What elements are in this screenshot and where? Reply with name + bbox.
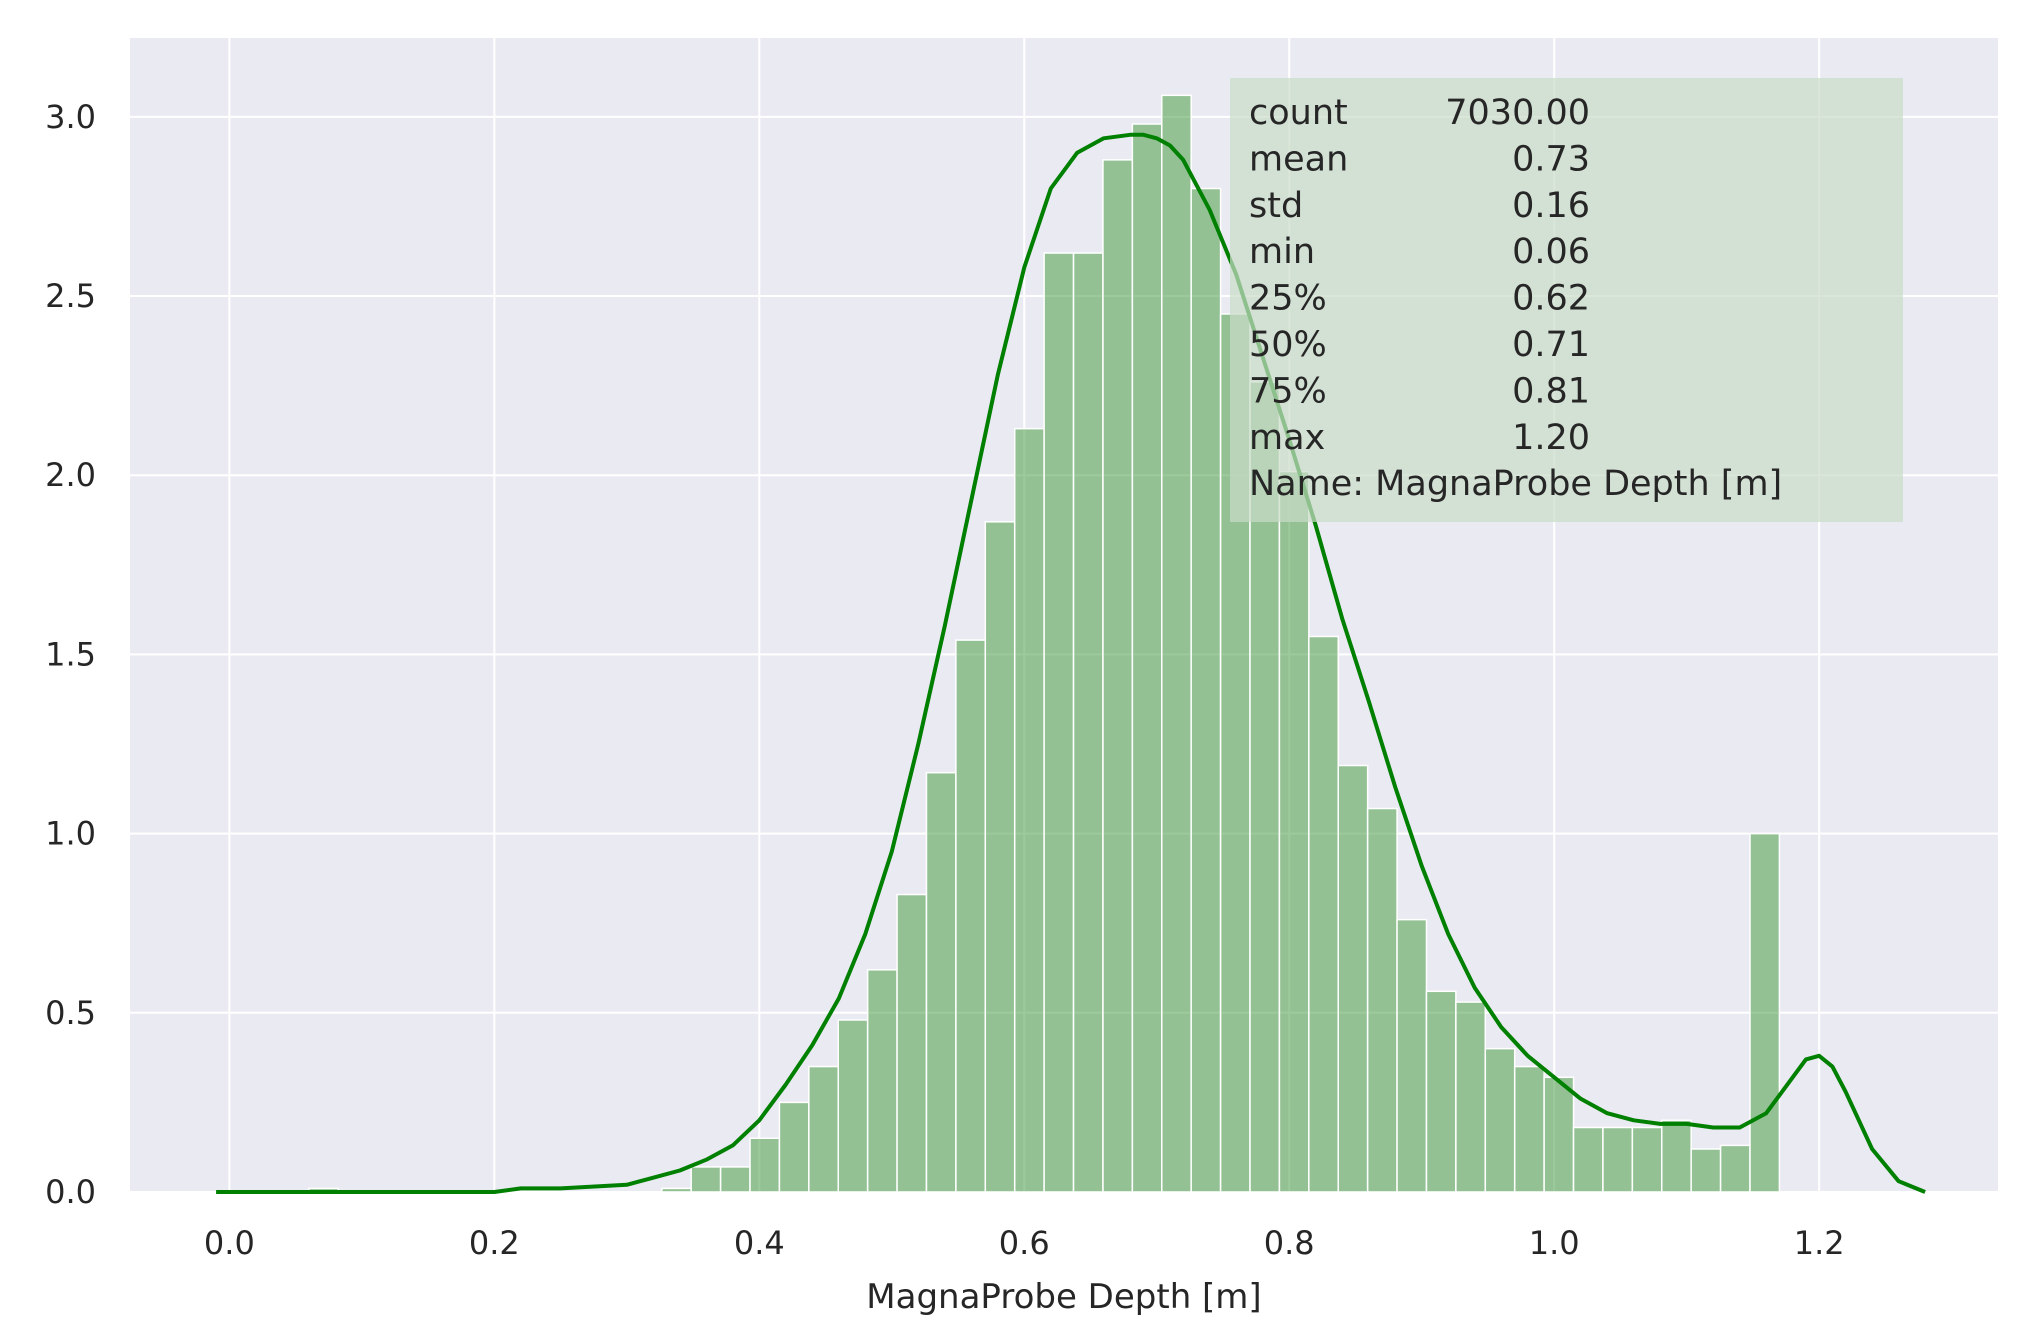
x-tick-label: 0.8 [1264, 1224, 1315, 1262]
stats-value: 0.71 [1512, 325, 1590, 365]
histogram-bar [690, 1166, 722, 1193]
stats-label: count [1249, 93, 1348, 133]
histogram-bar [719, 1166, 751, 1193]
x-tick-label: 0.4 [734, 1224, 785, 1262]
histogram-bar [778, 1101, 810, 1193]
stats-value: 0.06 [1512, 232, 1590, 272]
histogram-bar [1513, 1065, 1545, 1193]
histogram-bars [308, 94, 1781, 1193]
x-tick-label: 1.2 [1794, 1224, 1845, 1262]
kde-curve [216, 132, 1926, 1194]
histogram-bar [1543, 1076, 1575, 1193]
histogram-bar [1396, 918, 1428, 1193]
stats-value: 0.16 [1512, 186, 1590, 226]
stats-label: min [1249, 232, 1315, 272]
histogram-bar [1661, 1119, 1692, 1193]
y-tick-label: 0.5 [45, 994, 96, 1032]
histogram-bar [1366, 807, 1398, 1193]
stats-box: count 7030.00 mean 0.73 std 0.16 min 0.06 25% 0.6… [1230, 78, 1903, 522]
histogram-bar [896, 893, 928, 1193]
histogram-bar [1455, 1001, 1487, 1193]
histogram-bar [1131, 123, 1163, 1193]
stats-label: max [1249, 418, 1325, 458]
y-tick-labels: 0.0 0.5 1.0 1.5 2.0 2.5 3.0 [45, 98, 96, 1211]
histogram-bar [1190, 187, 1222, 1193]
histogram-bar [1102, 159, 1134, 1193]
histogram-bar [866, 969, 898, 1193]
stats-box-background [1230, 78, 1903, 522]
histogram-bar [1337, 764, 1369, 1193]
histogram-bar [1278, 470, 1310, 1193]
x-tick-labels: 0.0 0.2 0.4 0.6 0.8 1.0 1.2 [204, 1224, 1845, 1262]
stats-value: 0.81 [1512, 371, 1590, 411]
histogram-bar [749, 1137, 781, 1193]
stats-label: std [1249, 186, 1303, 226]
histogram-bar [1484, 1047, 1516, 1193]
y-tick-label: 2.0 [45, 456, 96, 494]
histogram-bar [1749, 832, 1781, 1193]
stats-value: 0.62 [1512, 279, 1590, 319]
histogram-bar [1719, 1144, 1751, 1193]
histogram-bar [661, 1187, 692, 1193]
x-tick-label: 1.0 [1529, 1224, 1580, 1262]
histogram-bar [1572, 1126, 1604, 1193]
y-tick-label: 1.5 [45, 635, 96, 673]
x-tick-label: 0.6 [999, 1224, 1050, 1262]
histogram-bar [1072, 252, 1104, 1193]
histogram-bar [955, 639, 987, 1193]
x-tick-label: 0.2 [469, 1224, 520, 1262]
histogram-bar [1425, 990, 1457, 1193]
stats-value: 1.20 [1512, 418, 1590, 458]
y-tick-label: 3.0 [45, 98, 96, 136]
stats-value: 0.73 [1512, 139, 1590, 179]
y-tick-label: 2.5 [45, 277, 96, 315]
x-tick-label: 0.0 [204, 1224, 255, 1262]
histogram-bar [1013, 427, 1045, 1193]
histogram-bar [808, 1065, 840, 1193]
x-axis-label: MagnaProbe Depth [m] [866, 1277, 1261, 1317]
stats-name-line: Name: MagnaProbe Depth [m] [1249, 464, 1782, 504]
stats-label: mean [1249, 139, 1348, 179]
histogram-bar [984, 521, 1016, 1193]
stats-label: 50% [1249, 325, 1327, 365]
y-tick-label: 0.0 [45, 1173, 96, 1211]
histogram-bar [1631, 1126, 1663, 1193]
stats-label: 75% [1249, 371, 1327, 411]
histogram-bar [1043, 252, 1075, 1193]
stats-label: 25% [1249, 279, 1327, 319]
histogram-bar [1308, 635, 1339, 1193]
histogram-bar [1690, 1148, 1722, 1193]
histogram-bar [837, 1019, 869, 1193]
stats-lines: count 7030.00 mean 0.73 std 0.16 min 0.06 25% 0.6… [1249, 93, 1590, 458]
y-tick-label: 1.0 [45, 815, 96, 853]
histogram-bar [1602, 1126, 1634, 1193]
histogram-bar [1161, 94, 1192, 1193]
histogram-bar [925, 771, 957, 1193]
stats-value: 7030.00 [1445, 93, 1590, 133]
